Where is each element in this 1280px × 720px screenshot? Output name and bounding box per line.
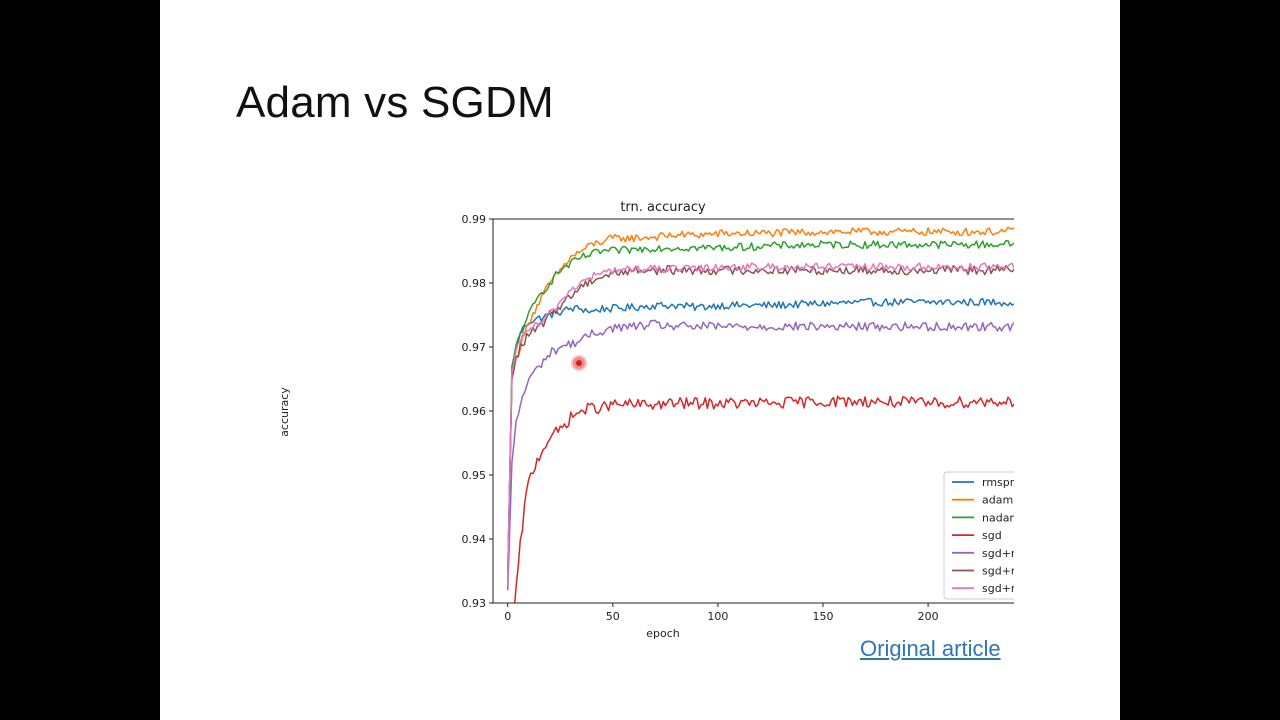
legend-entry: sgd+momentum bbox=[982, 565, 1014, 578]
y-tick-label: 0.95 bbox=[462, 469, 487, 482]
legend-entry: sgd+nesterov+momentum bbox=[982, 582, 1014, 595]
series-line-sgd-nesterov-momentum bbox=[506, 262, 1014, 578]
series-line-rmsprop bbox=[506, 297, 1014, 578]
legend-entry: nadam bbox=[982, 511, 1014, 524]
series-lines bbox=[506, 226, 1014, 603]
y-tick-label: 0.98 bbox=[462, 277, 487, 290]
x-tick-label: 200 bbox=[918, 610, 939, 623]
axis-ticks: 0501001502002503000.930.940.950.960.970.… bbox=[462, 213, 939, 623]
x-tick-label: 150 bbox=[813, 610, 834, 623]
x-tick-label: 0 bbox=[504, 610, 511, 623]
series-line-adam bbox=[506, 226, 1014, 578]
slide-title: Adam vs SGDM bbox=[236, 78, 554, 127]
legend-entry: sgd+nesterov bbox=[982, 547, 1014, 560]
series-line-sgd bbox=[514, 395, 1014, 603]
x-tick-label: 50 bbox=[606, 610, 620, 623]
legend-entry: sgd bbox=[982, 529, 1002, 542]
series-line-sgd-nesterov bbox=[506, 319, 1014, 591]
x-tick-label: 100 bbox=[707, 610, 728, 623]
legend: rmsprop adam nadam sgd sgd+nesterov sgd+momen… bbox=[943, 471, 1014, 600]
y-tick-label: 0.93 bbox=[462, 597, 487, 610]
y-tick-label: 0.96 bbox=[462, 405, 487, 418]
legend-box bbox=[943, 471, 1014, 600]
chart-y-axis-label: accuracy bbox=[278, 387, 291, 437]
legend-entry: rmsprop bbox=[982, 476, 1014, 489]
chart-title: trn. accuracy bbox=[620, 200, 706, 215]
legend-entry: adam bbox=[982, 494, 1013, 507]
chart-x-axis-label: epoch bbox=[646, 627, 680, 640]
chart-svg: trn. accuracy accuracy epoch 0 50 100 150 20… bbox=[278, 200, 1014, 640]
accuracy-chart: trn. accuracy accuracy epoch 0 50 100 150 20… bbox=[274, 192, 1014, 648]
y-tick-label: 0.94 bbox=[462, 533, 487, 546]
y-tick-label: 0.99 bbox=[462, 213, 487, 226]
plot-frame bbox=[492, 218, 1014, 604]
original-article-link[interactable]: Original article bbox=[860, 636, 1001, 661]
slide: Adam vs SGDM trn. accuracy accuracy epoc… bbox=[160, 0, 1120, 720]
pointer-marker bbox=[573, 357, 585, 369]
y-tick-label: 0.97 bbox=[462, 341, 487, 354]
series-line-nadam bbox=[506, 239, 1014, 578]
